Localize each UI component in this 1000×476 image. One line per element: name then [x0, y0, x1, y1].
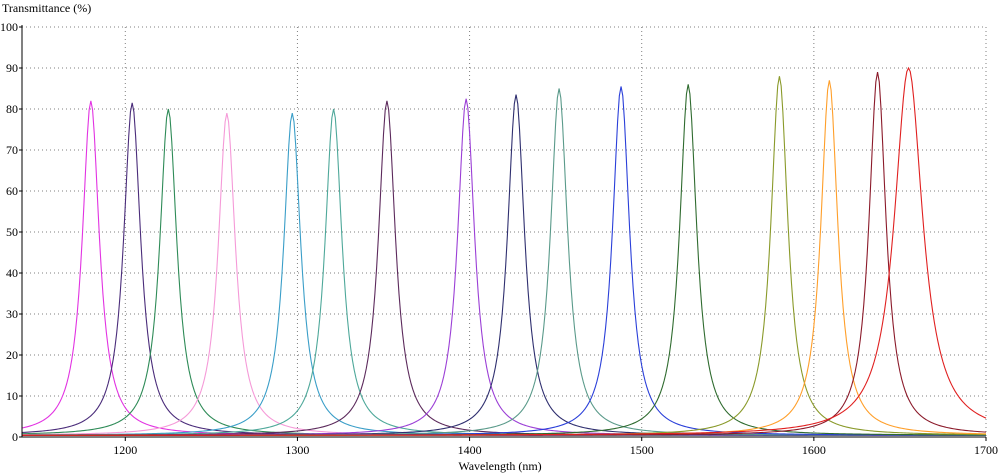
axes-layer [21, 25, 986, 438]
series-line-10 [22, 88, 986, 436]
x-tick-label: 1500 [630, 443, 654, 457]
y-tick-label: 20 [6, 348, 18, 362]
grid-layer [22, 26, 987, 437]
series-line-9 [22, 94, 987, 436]
x-tick-label: 1600 [802, 443, 826, 457]
series-line-4 [21, 112, 986, 436]
series-line-6 [22, 108, 986, 436]
series-line-1 [21, 100, 986, 436]
y-tick-label: 80 [6, 102, 18, 116]
y-tick-label: 40 [6, 266, 18, 280]
series-line-5 [21, 112, 986, 436]
series-line-13 [22, 76, 987, 436]
y-tick-label: 100 [0, 20, 18, 34]
x-tick-label: 1200 [113, 443, 137, 457]
y-tick-label: 70 [6, 143, 18, 157]
y-tick-label: 60 [6, 184, 18, 198]
series-line-15 [22, 72, 987, 436]
series-line-16 [22, 66, 987, 436]
ticks-layer: 0 10 20 30 40 50 60 70 80 90 100 1200 1300 1400 1500 16… [0, 20, 998, 457]
y-tick-label: 50 [6, 225, 18, 239]
y-tick-label: 90 [6, 61, 18, 75]
x-axis-title: Wavelength (nm) [458, 459, 541, 473]
series-line-8 [22, 98, 986, 436]
series-line-7 [22, 100, 986, 436]
x-tick-label: 1700 [974, 443, 998, 457]
series-line-12 [22, 84, 987, 436]
y-axis-title: Transmittance (%) [2, 1, 91, 15]
x-tick-label: 1300 [285, 443, 309, 457]
series-line-11 [22, 86, 986, 436]
x-tick-label: 1400 [458, 443, 482, 457]
y-tick-label: 0 [12, 430, 18, 444]
y-tick-label: 10 [6, 389, 18, 403]
series-line-3 [21, 108, 986, 436]
series-layer [21, 66, 987, 436]
series-line-14 [22, 80, 987, 436]
series-line-2 [21, 102, 986, 436]
y-tick-label: 30 [6, 307, 18, 321]
